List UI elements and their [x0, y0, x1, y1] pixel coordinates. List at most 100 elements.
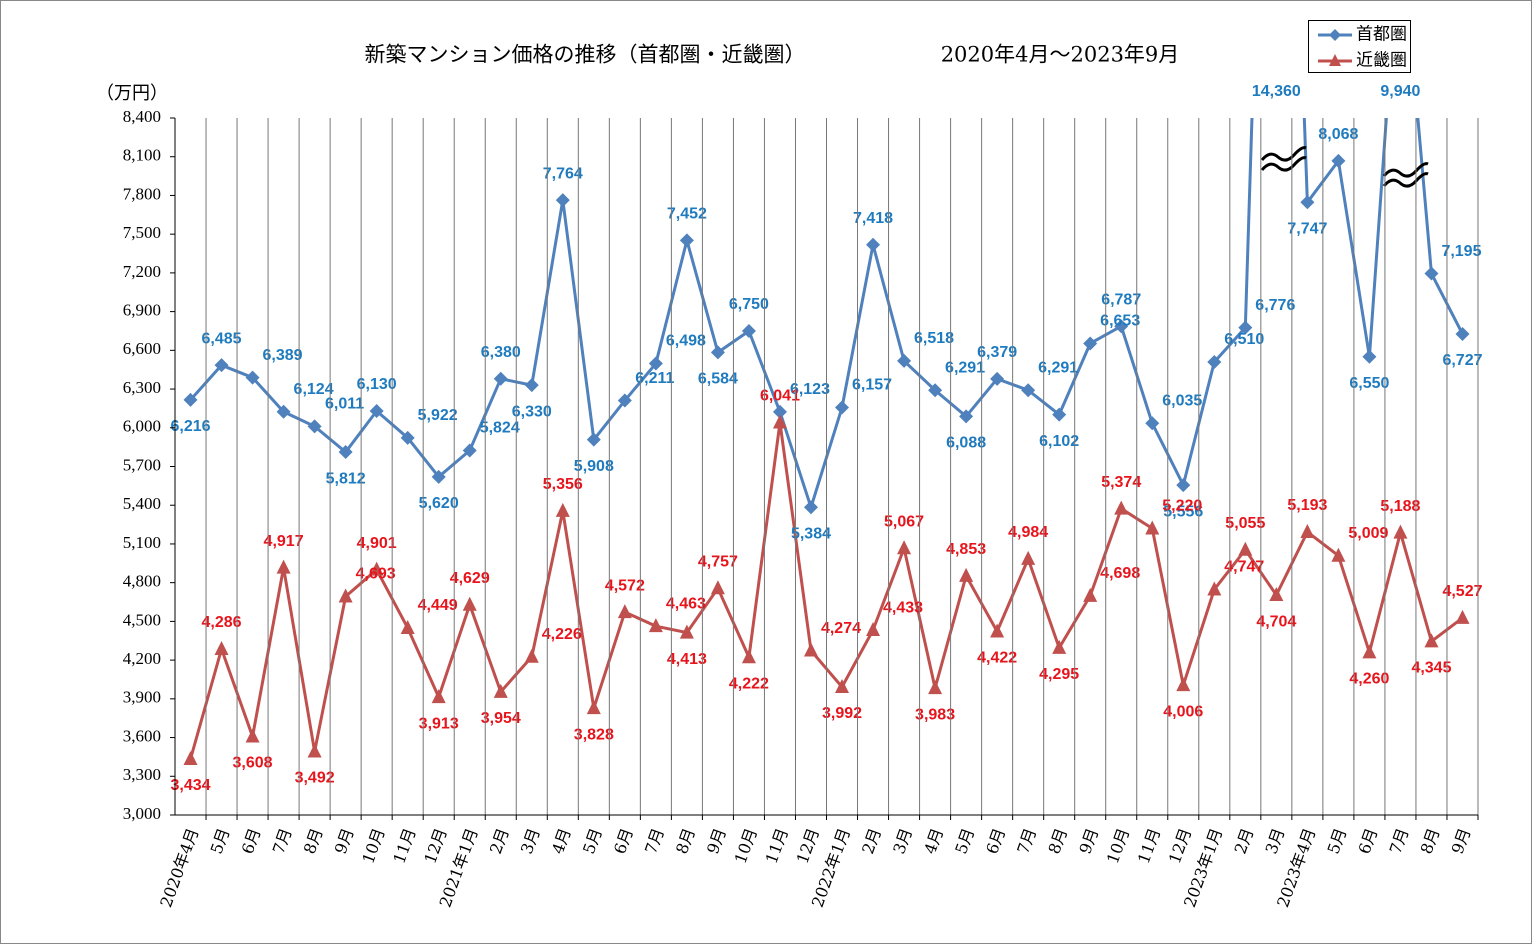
data-point: [990, 623, 1005, 638]
data-point: [1114, 500, 1129, 515]
legend-box: [1308, 20, 1411, 73]
data-point: [1331, 547, 1346, 562]
data-point: [1455, 609, 1470, 624]
data-point: [741, 323, 756, 338]
data-point: [617, 604, 632, 619]
data-point: [866, 237, 881, 252]
data-label: 6,498: [666, 333, 706, 350]
data-label: 6,291: [1038, 359, 1078, 376]
data-point: [1114, 319, 1129, 334]
data-label: 6,216: [170, 418, 210, 435]
data-point: [1145, 416, 1160, 431]
data-label: 4,286: [202, 614, 242, 631]
data-label: 4,449: [418, 597, 458, 614]
data-label: 4,527: [1442, 583, 1482, 600]
data-label: 4,345: [1411, 660, 1451, 677]
y-tick-label: 6,900: [123, 301, 161, 320]
y-tick-label: 4,200: [123, 649, 161, 668]
data-label: 6,550: [1349, 375, 1389, 392]
data-label: 5,374: [1101, 474, 1141, 491]
data-point: [1176, 677, 1191, 692]
y-tick-label: 3,300: [123, 765, 161, 784]
data-label: 5,812: [326, 470, 366, 487]
data-point: [648, 618, 663, 633]
data-point: [183, 750, 198, 765]
data-point: [431, 689, 446, 704]
y-tick-label: 4,800: [123, 572, 161, 591]
data-point: [679, 624, 694, 639]
data-point: [1052, 639, 1067, 654]
data-point: [1083, 587, 1098, 602]
data-label: 7,195: [1441, 243, 1481, 260]
data-point: [1238, 541, 1253, 556]
data-label: 4,704: [1256, 613, 1296, 630]
y-tick-label: 7,200: [123, 262, 161, 281]
data-point: [555, 502, 570, 517]
data-point: [493, 371, 508, 386]
data-label: 14,360: [1252, 83, 1301, 100]
data-label: 3,992: [822, 705, 862, 722]
data-point: [307, 419, 322, 434]
data-point: [400, 430, 415, 445]
data-point: [462, 596, 477, 611]
data-point: [1424, 266, 1439, 281]
data-label: 4,757: [698, 553, 738, 570]
data-label: 6,787: [1101, 291, 1141, 308]
y-tick-label: 8,400: [123, 107, 161, 126]
data-point: [1455, 326, 1470, 341]
y-tick-label: 5,700: [123, 455, 161, 474]
legend-label: 近畿圏: [1356, 51, 1407, 71]
data-point: [1207, 581, 1222, 596]
data-label: 4,629: [450, 570, 490, 587]
chart-subtitle: 2020年4月～2023年9月: [941, 43, 1180, 67]
data-label: 7,452: [667, 206, 707, 223]
data-point: [990, 371, 1005, 386]
data-point: [1300, 195, 1315, 210]
data-label: 6,750: [729, 296, 769, 313]
data-point: [276, 559, 291, 574]
y-tick-label: 3,900: [123, 688, 161, 707]
data-point: [1362, 349, 1377, 364]
data-point: [586, 432, 601, 447]
axis-break: [1382, 162, 1429, 188]
data-point: [1145, 520, 1160, 535]
data-point: [1083, 336, 1098, 351]
data-point: [1424, 633, 1439, 648]
data-label: 6,102: [1039, 433, 1079, 450]
data-point: [1269, 587, 1284, 602]
data-point: [462, 443, 477, 458]
y-tick-label: 5,100: [123, 533, 161, 552]
data-label: 6,727: [1442, 352, 1482, 369]
data-label: 6,584: [698, 371, 738, 388]
y-tick-label: 7,800: [123, 184, 161, 203]
data-label: 4,413: [667, 651, 707, 668]
data-label: 5,067: [884, 513, 924, 530]
data-point: [772, 414, 787, 429]
data-point: [1393, 524, 1408, 539]
data-point: [431, 469, 446, 484]
data-point: [679, 233, 694, 248]
data-point: [245, 370, 260, 385]
data-label: 5,824: [480, 420, 520, 437]
data-label: 9,940: [1380, 83, 1420, 100]
data-label: 6,124: [294, 381, 334, 398]
data-point: [1176, 478, 1191, 493]
data-label: 6,510: [1224, 331, 1264, 348]
data-label: 6,291: [945, 359, 985, 376]
data-label: 5,620: [419, 495, 459, 512]
y-tick-label: 8,100: [123, 146, 161, 165]
data-point: [1331, 153, 1346, 168]
data-point: [555, 193, 570, 208]
data-label: 6,389: [263, 347, 303, 364]
data-point: [369, 561, 384, 576]
data-label: 5,384: [791, 526, 831, 543]
y-tick-label: 4,500: [123, 610, 161, 629]
data-point: [959, 409, 974, 424]
data-label: 3,608: [233, 755, 273, 772]
data-label: 6,379: [977, 344, 1017, 361]
data-label: 6,123: [790, 381, 830, 398]
data-label: 6,653: [1100, 313, 1140, 330]
data-point: [245, 728, 260, 743]
